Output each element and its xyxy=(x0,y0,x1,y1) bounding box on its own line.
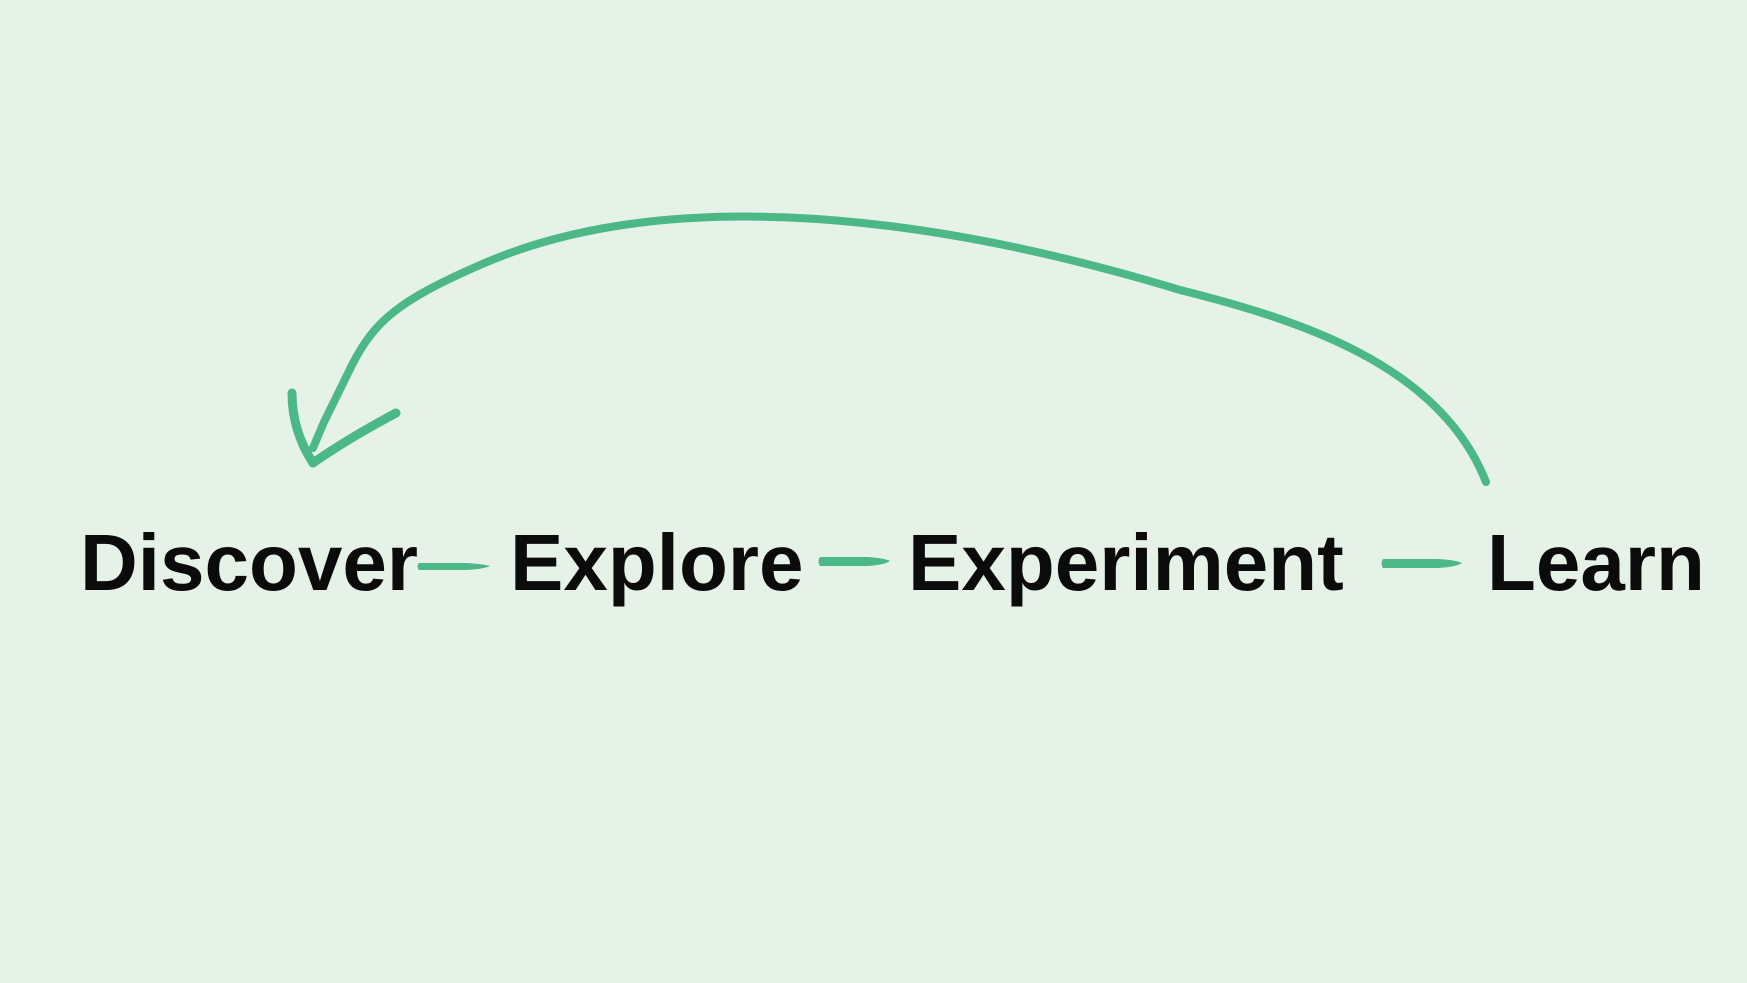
step-explore: Explore xyxy=(510,518,804,607)
connector-experiment-learn xyxy=(1381,559,1462,568)
connector-arrow-2 xyxy=(818,557,890,566)
loop-arrowhead-left-wing xyxy=(287,388,318,468)
step-learn: Learn xyxy=(1487,518,1705,607)
loop-back-arrow xyxy=(287,212,1490,486)
loop-arrow-curve xyxy=(309,212,1490,486)
connector-explore-experiment xyxy=(818,557,890,566)
connector-arrow-1 xyxy=(417,563,490,570)
connector-arrow-3 xyxy=(1381,559,1462,568)
step-discover: Discover xyxy=(80,518,418,607)
step-experiment: Experiment xyxy=(908,518,1344,607)
connector-discover-explore xyxy=(417,563,490,570)
loop-arrowhead-right-wing xyxy=(308,408,401,468)
